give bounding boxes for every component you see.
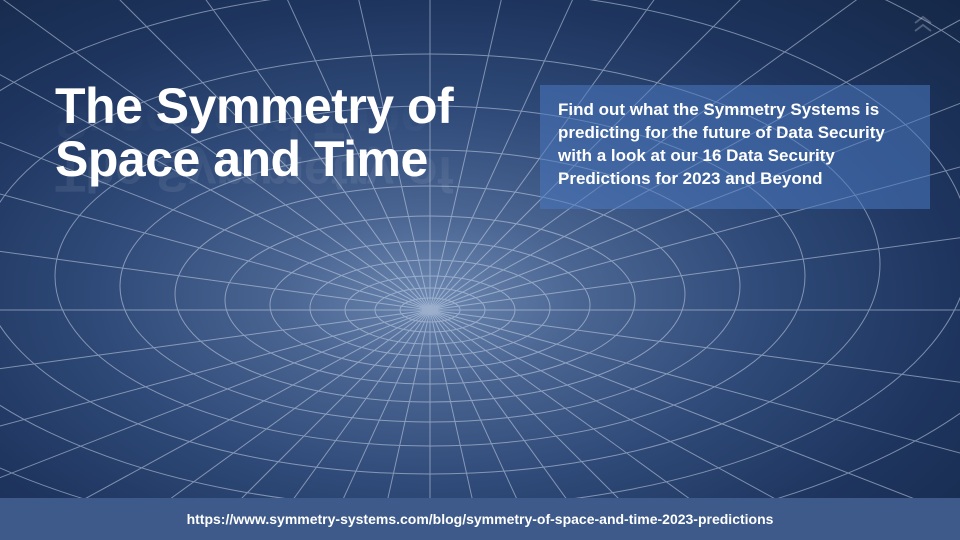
slide-title-reflection: The Symmetry of Space and Time <box>55 95 453 200</box>
footer-url: https://www.symmetry-systems.com/blog/sy… <box>187 511 774 527</box>
footer-bar: https://www.symmetry-systems.com/blog/sy… <box>0 498 960 540</box>
subtitle-text: Find out what the Symmetry Systems is pr… <box>558 99 912 191</box>
double-chevron-up-icon <box>912 14 934 39</box>
slide: The Symmetry of Space and Time The Symme… <box>0 0 960 540</box>
subtitle-box: Find out what the Symmetry Systems is pr… <box>540 85 930 209</box>
